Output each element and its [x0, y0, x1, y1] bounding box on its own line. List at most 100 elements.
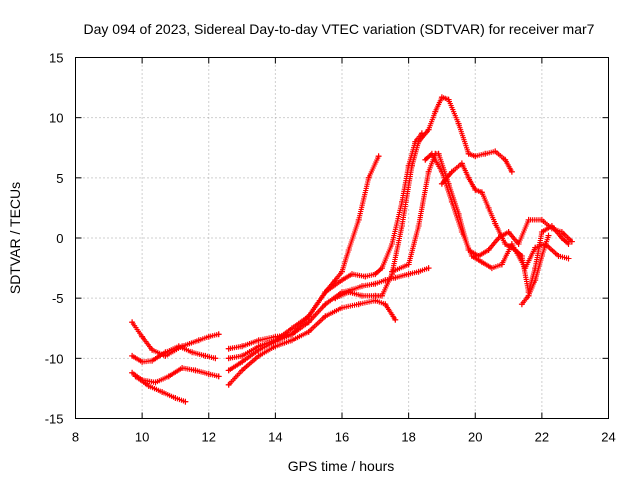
- data-point: [289, 325, 295, 332]
- data-point: [345, 247, 352, 253]
- data-point: [458, 160, 465, 167]
- data-point: [422, 156, 429, 163]
- data-point: [189, 349, 196, 356]
- y-tick-label: 0: [56, 231, 63, 246]
- data-point: [425, 265, 432, 272]
- data-point: [152, 379, 159, 386]
- data-point: [239, 343, 246, 350]
- ticks: 8 10 12 14 16 18 20 22 24 15 10 5 0 -5 -10 -15: [45, 51, 616, 445]
- data-point: [205, 333, 212, 340]
- data-point: [359, 283, 365, 290]
- data-point: [565, 255, 572, 262]
- data-point: [322, 313, 329, 320]
- series-track-13: [518, 232, 552, 308]
- data-point: [149, 357, 156, 364]
- data-point: [172, 395, 179, 401]
- data-point: [289, 331, 295, 338]
- data-point: [448, 168, 455, 175]
- data-point: [202, 352, 209, 359]
- data-point: [359, 292, 365, 299]
- data-point: [405, 271, 412, 278]
- data-point: [339, 277, 345, 284]
- data-point: [465, 150, 472, 157]
- data-point: [485, 247, 492, 253]
- data-point: [465, 174, 472, 181]
- data-point: [139, 333, 146, 340]
- data-point: [558, 229, 565, 235]
- data-point: [175, 343, 182, 350]
- data-point: [472, 153, 479, 160]
- data-point: [149, 346, 156, 353]
- data-point: [239, 352, 246, 359]
- data-point: [289, 337, 295, 344]
- series-track-9: [332, 94, 515, 302]
- data-point: [139, 358, 146, 365]
- data-point: [179, 365, 186, 371]
- x-tick-label: 8: [72, 430, 79, 445]
- data-point: [192, 367, 199, 374]
- y-tick-label: 5: [56, 171, 63, 186]
- data-point: [518, 301, 525, 308]
- data-point: [225, 355, 232, 362]
- chart-title: Day 094 of 2023, Sidereal Day-to-day VTE…: [84, 21, 595, 37]
- data-point: [515, 241, 522, 247]
- x-tick-label: 12: [202, 430, 216, 445]
- data-point: [428, 150, 435, 157]
- data-point: [492, 220, 499, 227]
- x-tick-label: 22: [535, 430, 549, 445]
- series-track-11: [422, 150, 572, 272]
- data-point: [159, 389, 166, 395]
- data-point: [129, 369, 136, 376]
- series-track-3: [129, 365, 222, 386]
- y-axis-label: SDTVAR / TECUs: [7, 182, 23, 294]
- data-point: [432, 108, 439, 115]
- data-point: [372, 280, 379, 287]
- y-tick-label: -5: [52, 291, 64, 306]
- series-track-6: [225, 130, 425, 362]
- data-point: [435, 150, 442, 157]
- data-point: [375, 153, 382, 160]
- y-tick-label: -15: [45, 412, 64, 427]
- x-tick-label: 18: [401, 430, 415, 445]
- data-point: [538, 229, 545, 235]
- data-point: [445, 96, 452, 103]
- data-point: [478, 189, 485, 196]
- series-track-4: [132, 373, 189, 405]
- data-point: [438, 168, 445, 175]
- series-markers: [129, 319, 222, 359]
- data-point: [365, 174, 372, 181]
- data-point: [438, 180, 445, 187]
- data-point: [255, 337, 262, 344]
- data-point: [488, 265, 495, 272]
- data-point: [502, 241, 509, 247]
- data-point: [355, 301, 362, 308]
- series-track-7: [225, 265, 432, 374]
- data-point: [415, 138, 422, 145]
- data-point: [382, 301, 389, 308]
- data-point: [322, 289, 329, 296]
- data-point: [339, 289, 345, 296]
- y-tick-label: 15: [49, 51, 63, 66]
- series-markers: [132, 373, 188, 405]
- data-point: [215, 331, 222, 338]
- data-point: [482, 150, 489, 157]
- data-point: [215, 373, 222, 380]
- data-point: [305, 328, 312, 335]
- data-point: [525, 216, 532, 223]
- data-point: [372, 292, 379, 299]
- data-point: [392, 274, 399, 281]
- data-point: [339, 268, 345, 275]
- data-point: [145, 383, 152, 389]
- data-point: [389, 241, 395, 247]
- data-point: [129, 319, 136, 326]
- data-point: [332, 295, 339, 302]
- data-point: [522, 265, 529, 272]
- data-point: [345, 289, 352, 296]
- data-point: [548, 223, 555, 229]
- data-point: [448, 198, 455, 205]
- x-tick-label: 16: [335, 430, 349, 445]
- data-point: [415, 268, 422, 275]
- data-point: [212, 355, 219, 362]
- data-point: [255, 352, 262, 359]
- grid: [75, 57, 609, 419]
